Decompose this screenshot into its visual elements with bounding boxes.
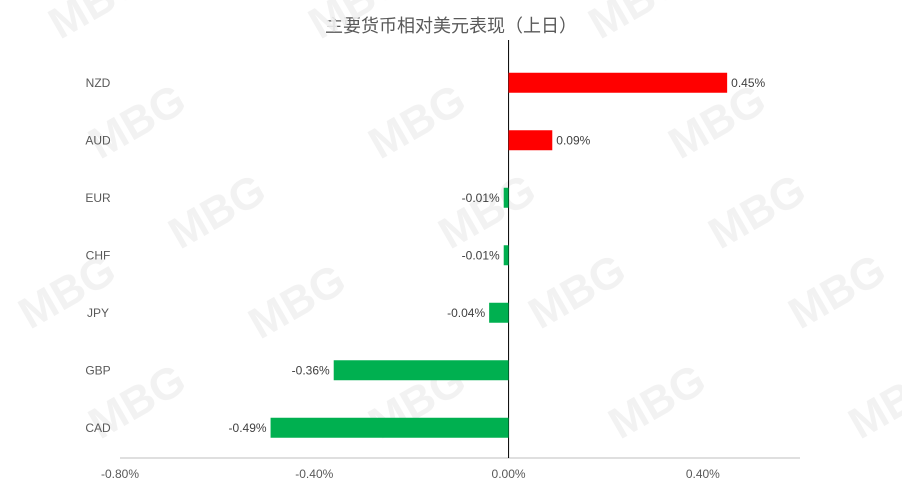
watermark-text: MBG [161, 165, 274, 259]
watermark-text: MBG [301, 0, 414, 49]
watermark-text: MBG [841, 355, 902, 449]
category-label: AUD [85, 133, 111, 147]
data-label: -0.49% [229, 421, 267, 435]
watermark-text: MBG [781, 245, 894, 339]
category-label: GBP [85, 363, 110, 377]
bar [333, 360, 509, 381]
category-label: NZD [86, 76, 111, 90]
watermark-text: MBG [521, 245, 634, 339]
category-label: CAD [85, 421, 111, 435]
x-tick-label: 0.40% [686, 467, 720, 481]
x-tick-label: -0.40% [295, 467, 333, 481]
watermark-text: MBG [431, 165, 544, 259]
data-label: 0.09% [556, 133, 590, 147]
watermark-text: MBG [241, 255, 354, 349]
data-label: -0.36% [292, 363, 330, 377]
data-label: -0.01% [462, 191, 500, 205]
bar [508, 130, 553, 151]
category-label: JPY [87, 306, 109, 320]
bar [270, 417, 509, 438]
watermark-text: MBG [361, 75, 474, 169]
x-tick-label: 0.00% [492, 467, 526, 481]
bar [503, 245, 509, 266]
watermark-text: MBG [581, 0, 694, 49]
watermark-text: MBG [701, 165, 814, 259]
category-label: CHF [86, 248, 111, 262]
chart-title: 主要货币相对美元表现（上日） [325, 16, 577, 37]
watermark-text: MBG [41, 0, 154, 49]
data-label: -0.04% [447, 306, 485, 320]
watermark-text: MBG [601, 355, 714, 449]
category-label: EUR [85, 191, 111, 205]
data-label: -0.01% [462, 248, 500, 262]
bar [489, 302, 509, 323]
x-tick-label: -0.80% [101, 467, 139, 481]
bar [508, 72, 728, 93]
data-label: 0.45% [731, 76, 765, 90]
bar [503, 187, 509, 208]
